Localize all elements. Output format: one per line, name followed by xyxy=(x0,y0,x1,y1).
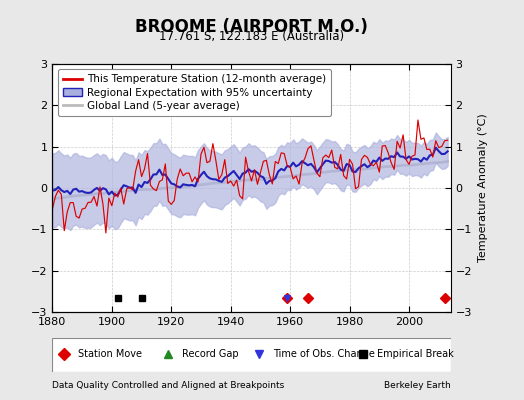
Text: Station Move: Station Move xyxy=(78,349,143,359)
Text: 17.761 S, 122.183 E (Australia): 17.761 S, 122.183 E (Australia) xyxy=(159,30,344,43)
Legend: This Temperature Station (12-month average), Regional Expectation with 95% uncer: This Temperature Station (12-month avera… xyxy=(58,69,331,116)
Text: BROOME (AIRPORT M.O.): BROOME (AIRPORT M.O.) xyxy=(135,18,368,36)
Text: Berkeley Earth: Berkeley Earth xyxy=(384,381,451,390)
Text: Empirical Break: Empirical Break xyxy=(377,349,454,359)
FancyBboxPatch shape xyxy=(52,338,451,372)
Y-axis label: Temperature Anomaly (°C): Temperature Anomaly (°C) xyxy=(477,114,487,262)
Text: Data Quality Controlled and Aligned at Breakpoints: Data Quality Controlled and Aligned at B… xyxy=(52,381,285,390)
Text: Record Gap: Record Gap xyxy=(182,349,238,359)
Text: Time of Obs. Change: Time of Obs. Change xyxy=(274,349,375,359)
